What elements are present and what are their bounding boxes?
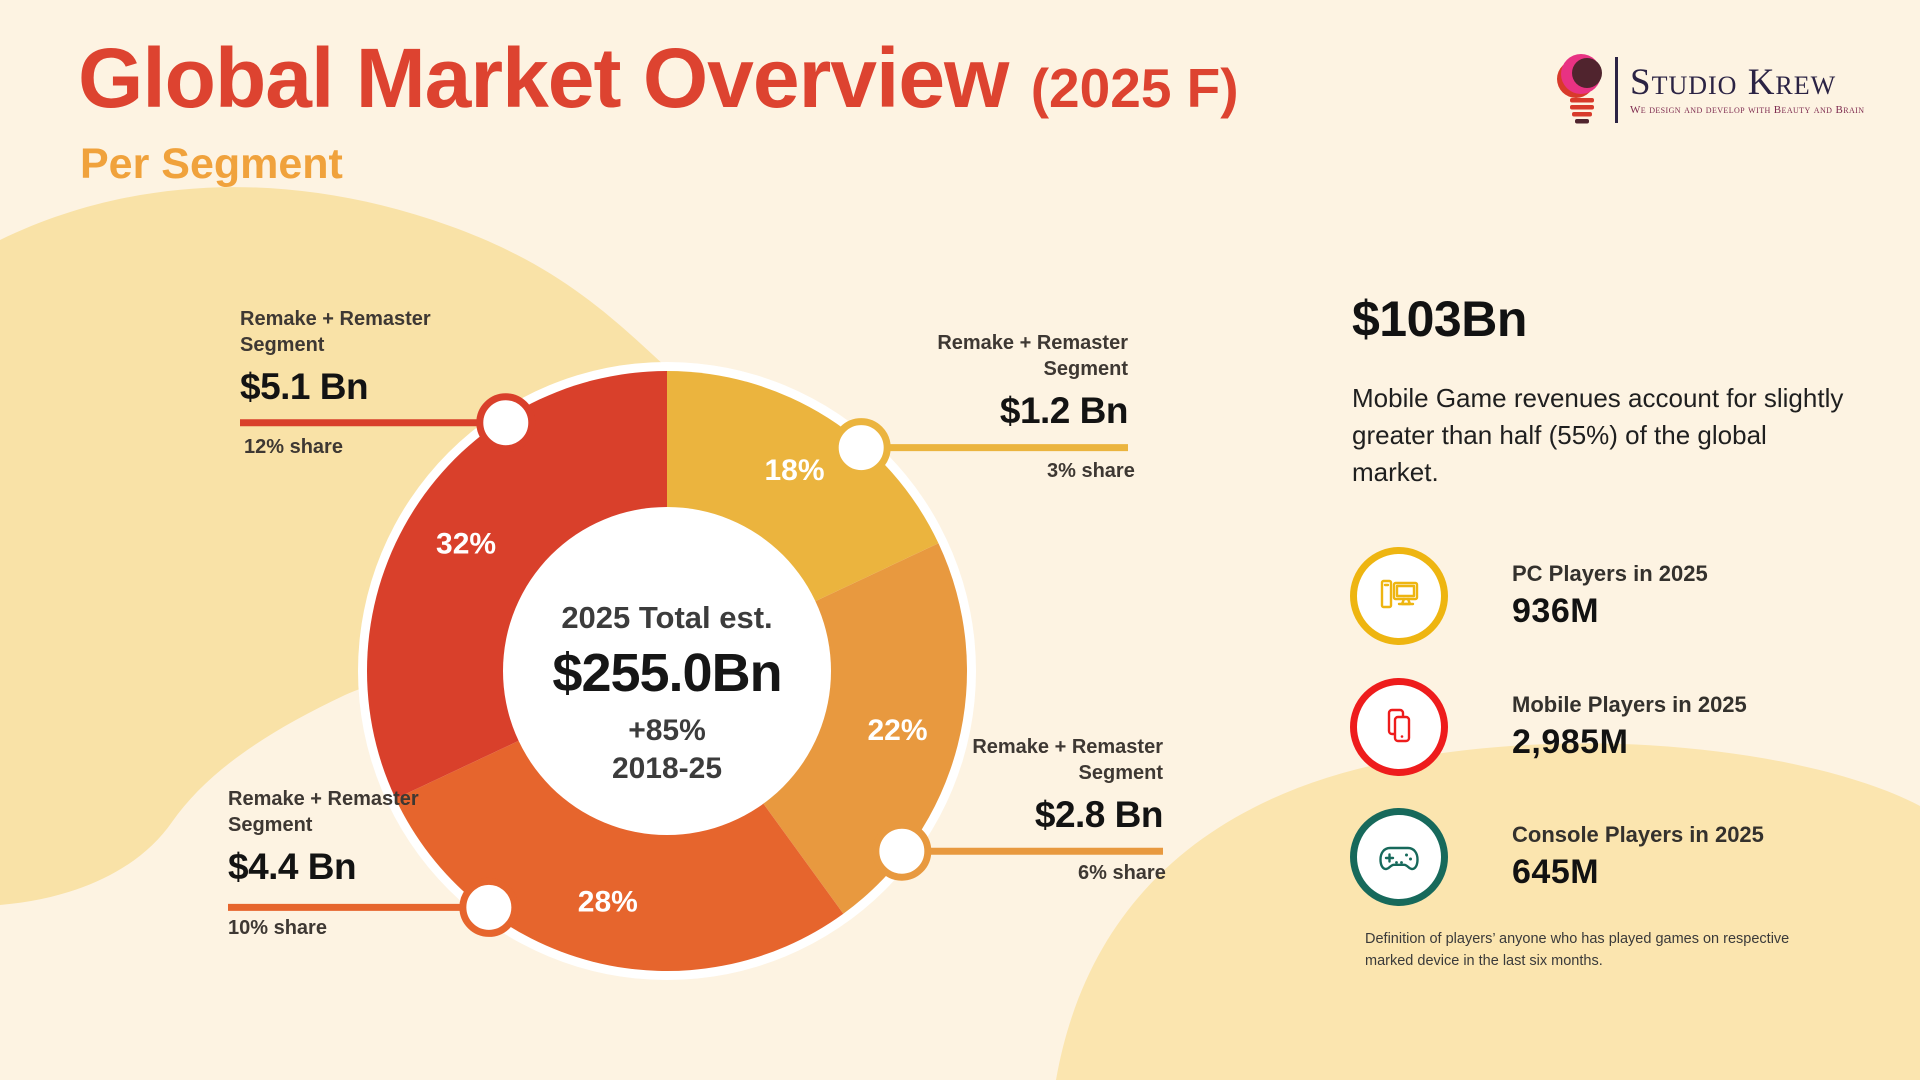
- callout-value: $1.2 Bn: [999, 389, 1129, 431]
- mobile-icon: [1350, 678, 1448, 776]
- callout-value: $5.1 Bn: [240, 365, 369, 407]
- callout-value: $2.8 Bn: [1034, 793, 1164, 835]
- studio-krew-logo: Studio Krew We design and develop with B…: [1557, 48, 1864, 132]
- logo-divider: [1615, 57, 1618, 123]
- callout-segment-6pct: Remake + Remaster Segment $2.8 Bn: [953, 734, 1163, 836]
- stat-row-pc: PC Players in 2025 936M: [1350, 547, 1708, 645]
- logo-tagline: We design and develop with Beauty and Br…: [1630, 104, 1865, 116]
- page-subtitle: Per Segment: [80, 140, 343, 188]
- stat-label: PC Players in 2025: [1512, 561, 1708, 586]
- callout-segment-10pct: Remake + Remaster Segment $4.4 Bn: [228, 786, 438, 888]
- svg-text:32%: 32%: [436, 527, 496, 560]
- page-title: Global Market Overview (2025 F): [78, 34, 1239, 122]
- callout-share: 6% share: [1078, 862, 1166, 884]
- callout-value: $4.4 Bn: [228, 845, 357, 887]
- players-definition-footnote: Definition of players’ anyone who has pl…: [1365, 931, 1790, 969]
- callout-label: Remake + Remaster Segment: [937, 332, 1128, 381]
- stat-value: 645M: [1512, 853, 1600, 891]
- stat-label: Mobile Players in 2025: [1512, 692, 1747, 717]
- donut-center-growth: +85%: [628, 714, 706, 747]
- callout-label: Remake + Remaster Segment: [228, 788, 419, 837]
- mobile-revenue-headline: $103Bn: [1352, 291, 1527, 347]
- mobile-revenue-description: Mobile Game revenues account for slightl…: [1352, 383, 1844, 487]
- stat-row-mobile: Mobile Players in 2025 2,985M: [1350, 678, 1747, 776]
- donut-center-value: $255.0Bn: [552, 643, 782, 703]
- donut-center: 2025 Total est. $255.0Bn +85% 2018-25: [517, 600, 817, 786]
- callout-label: Remake + Remaster Segment: [240, 308, 431, 357]
- svg-text:22%: 22%: [867, 714, 927, 747]
- stat-row-console: Console Players in 2025 645M: [1350, 808, 1764, 906]
- svg-text:18%: 18%: [765, 454, 825, 487]
- callout-share: 3% share: [1047, 460, 1135, 482]
- stat-value: 2,985M: [1512, 723, 1629, 761]
- donut-center-period: 2018-25: [611, 752, 723, 785]
- callout-share: 12% share: [244, 436, 343, 458]
- pc-icon: [1350, 547, 1448, 645]
- callout-share: 10% share: [228, 917, 327, 939]
- console-icon: [1350, 808, 1448, 906]
- callout-segment-3pct: Remake + Remaster Segment $1.2 Bn: [918, 330, 1128, 432]
- svg-text:28%: 28%: [578, 886, 638, 919]
- page-title-text: Global Market Overview: [78, 31, 1009, 125]
- donut-center-label: 2025 Total est.: [561, 600, 773, 635]
- callout-segment-12pct: Remake + Remaster Segment $5.1 Bn: [240, 306, 450, 408]
- stat-value: 936M: [1512, 592, 1600, 630]
- lightbulb-icon: [1557, 54, 1602, 124]
- page-title-suffix: (2025 F): [1030, 57, 1239, 119]
- logo-name: Studio Krew: [1630, 62, 1837, 103]
- stat-label: Console Players in 2025: [1512, 822, 1764, 847]
- callout-label: Remake + Remaster Segment: [972, 736, 1163, 785]
